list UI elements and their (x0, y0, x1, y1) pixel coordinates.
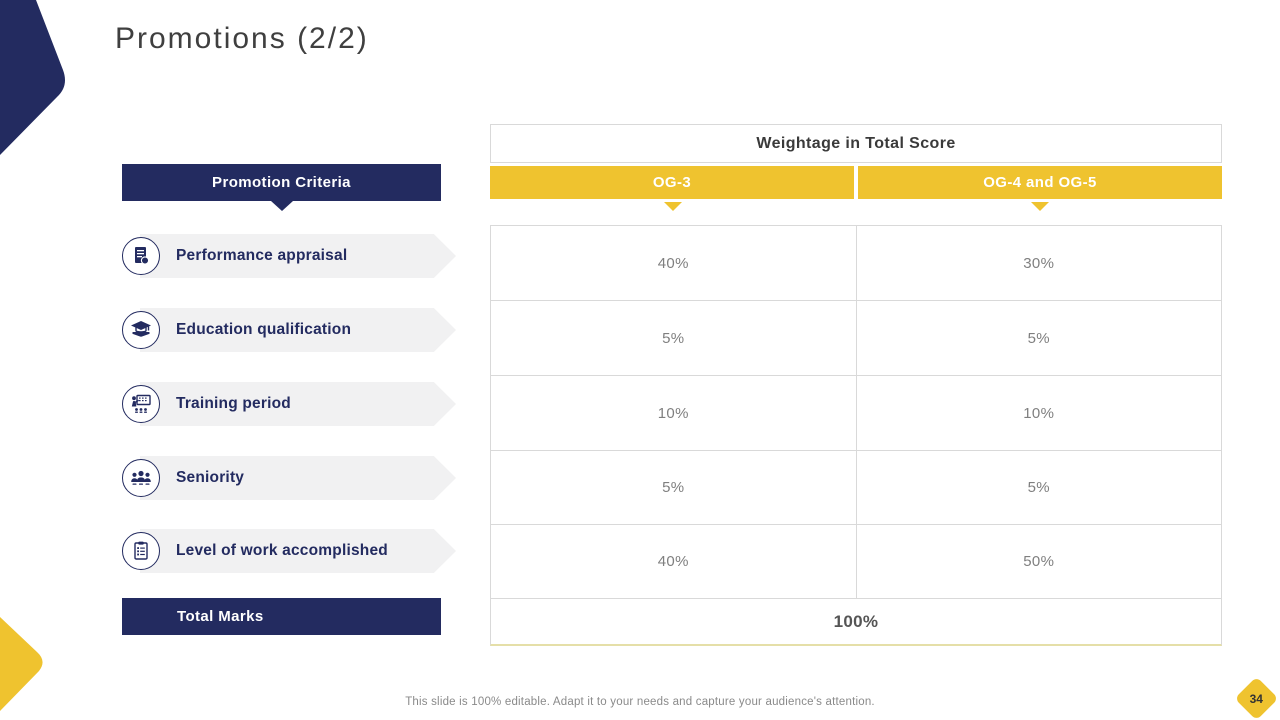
table-cell: 5% (662, 479, 685, 496)
criteria-label: Seniority (176, 469, 245, 486)
promotion-criteria-header: Promotion Criteria (122, 164, 441, 201)
table-cell: 10% (855, 376, 1222, 450)
criteria-label: Training period (176, 395, 291, 412)
appraisal-document-icon (122, 237, 160, 275)
promotion-criteria-header-label: Promotion Criteria (212, 174, 351, 191)
criteria-row-performance-appraisal: Performance appraisal (122, 234, 456, 278)
table-cell: 5% (855, 451, 1222, 524)
table-total-row: 100% (491, 598, 1221, 644)
training-presentation-icon (122, 385, 160, 423)
table-total-cell: 100% (833, 611, 879, 631)
table-cell: 40% (657, 553, 689, 570)
page-number: 34 (1249, 691, 1264, 706)
criteria-label: Performance appraisal (176, 247, 348, 264)
criteria-row-seniority: Seniority (122, 456, 456, 500)
corner-diamond-decoration-top-left (0, 0, 65, 155)
graduation-cap-icon (122, 311, 160, 349)
table-row: 40% 30% (491, 226, 1221, 300)
arrow-banner-shape (140, 456, 456, 500)
arrow-banner-shape (140, 234, 456, 278)
page-title: Promotions (2/2) (115, 22, 369, 55)
table-row: 10% 10% (491, 375, 1221, 450)
table-cell: 10% (657, 404, 689, 422)
table-cell: 30% (855, 226, 1222, 300)
people-group-icon (122, 459, 160, 497)
table-title: Weightage in Total Score (490, 124, 1222, 163)
table-row: 5% 5% (491, 450, 1221, 524)
criteria-row-training-period: Training period (122, 382, 456, 426)
editable-note: This slide is 100% editable. Adapt it to… (405, 696, 875, 708)
table-cell: 40% (657, 254, 689, 272)
column-pointer-triangle-og3 (664, 202, 682, 211)
table-row: 40% 50% (491, 524, 1221, 598)
total-marks-bar: Total Marks (122, 598, 441, 635)
criteria-row-education-qualification: Education qualification (122, 308, 456, 352)
arrow-banner-shape (140, 308, 456, 352)
clipboard-checklist-icon (122, 532, 160, 570)
page-number-badge: 34 (1234, 676, 1279, 720)
table-cell: 50% (855, 525, 1222, 598)
criteria-label: Level of work accomplished (176, 542, 388, 559)
arrow-banner-shape (140, 529, 456, 573)
total-marks-label: Total Marks (177, 608, 264, 625)
table-cell: 5% (662, 329, 685, 347)
table-cell: 5% (855, 301, 1222, 375)
criteria-label: Education qualification (176, 321, 352, 338)
criteria-row-level-of-work: Level of work accomplished (122, 529, 456, 573)
header-pointer-triangle (271, 201, 293, 211)
table-row: 5% 5% (491, 300, 1221, 375)
column-pointer-triangle-og4-og5 (1031, 202, 1049, 211)
column-header-og3: OG-3 (490, 166, 854, 199)
column-header-og4-og5: OG-4 and OG-5 (858, 166, 1222, 199)
weightage-table: 40% 30% 5% 5% 10% 10% 5% 5% 40% 50% 100% (490, 225, 1222, 646)
arrow-banner-shape (140, 382, 456, 426)
column-header-og4-og5-label: OG-4 and OG-5 (983, 174, 1097, 191)
table-title-label: Weightage in Total Score (756, 134, 956, 152)
column-header-og3-label: OG-3 (652, 174, 692, 191)
